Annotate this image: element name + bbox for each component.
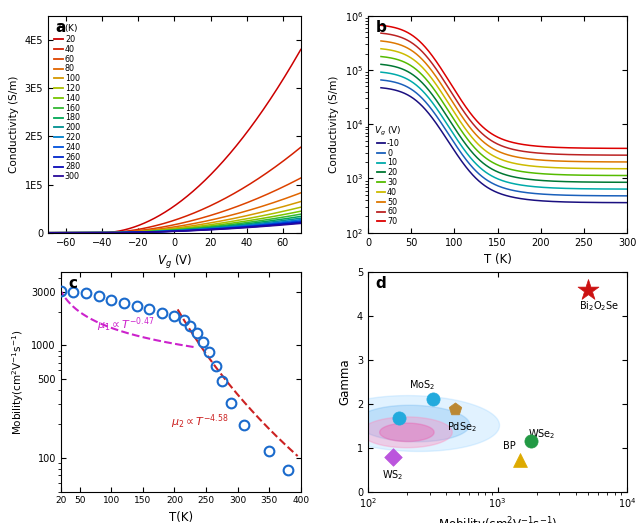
Text: WSe$_2$: WSe$_2$: [528, 427, 556, 441]
Point: [515, 456, 525, 464]
X-axis label: $V_g$ (V): $V_g$ (V): [157, 253, 192, 271]
Text: a: a: [56, 20, 66, 35]
Text: $\mu_1 \propto T^{-0.47}$: $\mu_1 \propto T^{-0.47}$: [97, 316, 154, 335]
Text: WS$_2$: WS$_2$: [382, 469, 403, 482]
Y-axis label: Mobility(cm$^2$V$^{-1}$s$^{-1}$): Mobility(cm$^2$V$^{-1}$s$^{-1}$): [10, 329, 26, 435]
Point: [525, 437, 536, 445]
Text: $\mu_2 \propto T^{-4.58}$: $\mu_2 \propto T^{-4.58}$: [172, 413, 228, 431]
Text: BP: BP: [503, 441, 516, 451]
Text: PdSe$_2$: PdSe$_2$: [447, 420, 477, 434]
Text: MoS$_2$: MoS$_2$: [409, 379, 435, 392]
Point: [450, 405, 460, 413]
X-axis label: Mobility(cm$^2$V$^{-1}$s$^{-1}$): Mobility(cm$^2$V$^{-1}$s$^{-1}$): [438, 516, 557, 523]
Point: [583, 286, 593, 294]
Y-axis label: Conductivity (S/m): Conductivity (S/m): [9, 75, 19, 173]
Point: [428, 395, 438, 404]
Text: d: d: [376, 276, 387, 291]
X-axis label: T (K): T (K): [484, 253, 511, 266]
Polygon shape: [362, 417, 452, 448]
Legend: 20, 40, 60, 80, 100, 120, 140, 160, 180, 200, 220, 240, 260, 280, 300: 20, 40, 60, 80, 100, 120, 140, 160, 180,…: [52, 20, 83, 184]
Text: b: b: [376, 20, 387, 35]
X-axis label: T(K): T(K): [169, 511, 193, 523]
Point: [388, 453, 398, 461]
Legend: -10, 0, 10, 20, 30, 40, 50, 60, 70: -10, 0, 10, 20, 30, 40, 50, 60, 70: [372, 122, 404, 229]
Y-axis label: Conductivity (S/m): Conductivity (S/m): [329, 75, 339, 173]
Y-axis label: Gamma: Gamma: [339, 358, 351, 405]
Text: Bi$_2$O$_2$Se: Bi$_2$O$_2$Se: [579, 299, 620, 313]
Polygon shape: [380, 423, 434, 441]
Point: [394, 414, 404, 422]
Text: c: c: [68, 276, 77, 291]
Polygon shape: [327, 395, 500, 451]
Polygon shape: [357, 405, 470, 442]
